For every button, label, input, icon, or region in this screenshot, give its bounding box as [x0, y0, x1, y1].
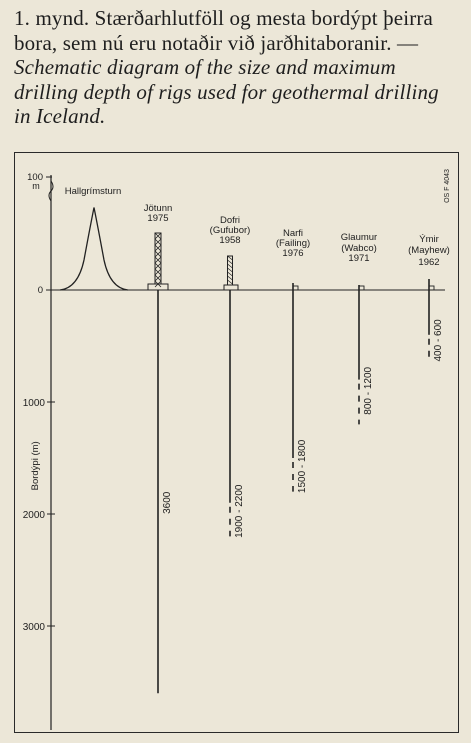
jotunn-label-line: 1975: [147, 213, 168, 224]
derrick-lattice: [154, 250, 162, 258]
depth-tick-label: 2000: [23, 510, 46, 521]
derrick-lattice: [227, 263, 233, 269]
jotunn-base: [147, 283, 169, 291]
jotunn-depth-label: 3600: [162, 491, 173, 514]
figure-caption: 1. mynd. Stærðarhlutföll og mesta bordýp…: [14, 6, 458, 129]
derrick-lattice: [227, 279, 233, 285]
derrick-lattice: [154, 244, 162, 252]
height-unit-label: m: [32, 181, 40, 191]
height-tick-label: 100: [27, 172, 43, 183]
derrick-lattice: [154, 232, 162, 240]
height-tick-label: 0: [38, 285, 43, 296]
narfi-base: [292, 285, 299, 291]
figure-frame: [14, 152, 459, 733]
dofri-label-line: (Gufubor): [210, 225, 251, 236]
derrick-lattice: [154, 268, 162, 276]
glaumur-label-line: (Wabco): [341, 243, 377, 254]
dofri-depth-label: 1900 - 2200: [234, 484, 245, 538]
narfi-label-line: (Failing): [276, 238, 310, 249]
derrick-lattice: [227, 267, 233, 273]
axis-break-mark: [48, 180, 54, 202]
ymir-label-line: (Mayhew): [408, 245, 450, 256]
jotunn-label-line: Jötunn: [144, 203, 173, 214]
dofri-label-line: 1958: [219, 235, 240, 246]
hallgrimsturn-label: Hallgrímsturn: [65, 186, 122, 197]
derrick-lattice: [154, 238, 162, 246]
caption-english: Schematic diagram of the size and maximu…: [14, 55, 439, 128]
caption-icelandic: 1. mynd. Stærðarhlutföll og mesta bordýp…: [14, 6, 433, 55]
y-axis-label: Bordýpi (m): [30, 441, 41, 490]
dofri-label-line: Dofri: [220, 215, 240, 226]
glaumur-label-line: 1971: [348, 253, 369, 264]
hallgrimsturn-tower: [59, 207, 129, 291]
derrick-lattice: [227, 255, 233, 261]
derrick-lattice: [154, 256, 162, 264]
depth-tick-label: 1000: [23, 398, 46, 409]
derrick-lattice: [154, 262, 162, 270]
derrick-lattice: [154, 274, 162, 282]
rigs-layer: [59, 207, 435, 694]
ymir-label-line: 1962: [418, 257, 439, 268]
derrick-lattice: [227, 275, 233, 281]
narfi-label-line: Narfi: [283, 228, 303, 239]
derrick-lattice: [227, 271, 233, 277]
ymir-label-line: Ýmir: [419, 234, 439, 245]
narfi-depth-label: 1500 - 1800: [297, 439, 308, 493]
glaumur-label-line: Glaumur: [341, 232, 377, 243]
glaumur-base: [358, 285, 365, 291]
ymir-base: [428, 285, 435, 291]
narfi-label-line: 1976: [282, 248, 303, 259]
figure-code: OS F 4043: [444, 169, 451, 203]
derrick-lattice: [227, 259, 233, 265]
ymir-depth-label: 400 - 600: [433, 319, 444, 362]
glaumur-depth-label: 800 - 1200: [363, 366, 374, 414]
depth-tick-label: 3000: [23, 622, 46, 633]
dofri-base: [223, 284, 239, 291]
